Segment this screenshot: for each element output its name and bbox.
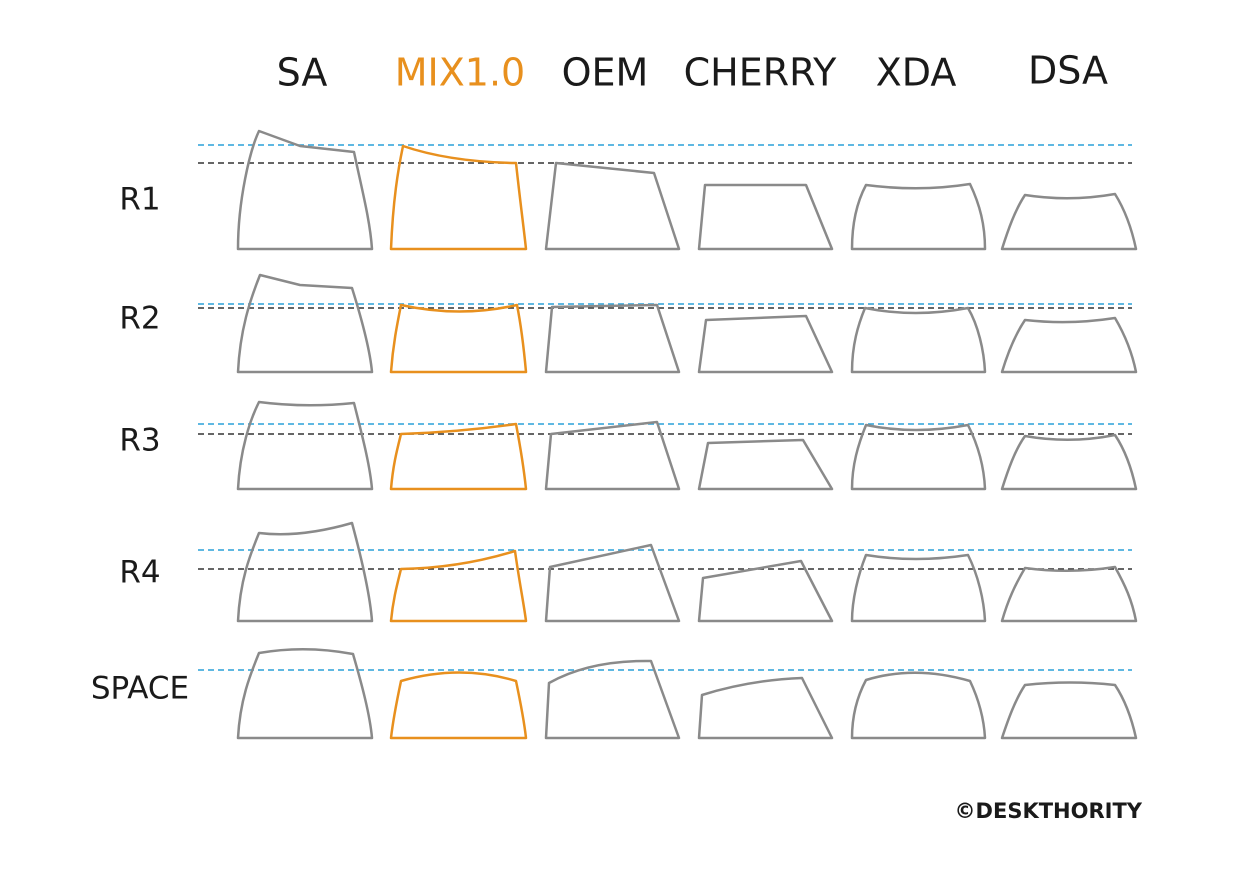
keycap — [236, 521, 374, 623]
credit: ©DESKTHORITY — [955, 799, 1143, 823]
keycap — [850, 306, 987, 374]
column-header: MIX1.0 — [395, 51, 525, 95]
keycap — [389, 549, 528, 623]
keycap — [850, 671, 987, 740]
keycap — [1000, 192, 1138, 251]
keycap — [1000, 565, 1138, 623]
row-label: SPACE — [91, 671, 189, 707]
keycap — [697, 314, 834, 374]
keycap — [389, 144, 528, 251]
headers: SA MIX1.0 OEM CHERRY XDA DSA — [277, 49, 1108, 95]
keycap — [544, 420, 681, 491]
keycap — [544, 543, 681, 623]
keycap — [697, 676, 834, 740]
keycaps — [236, 129, 1138, 740]
row-label: R1 — [119, 182, 160, 218]
keycap — [697, 438, 834, 491]
keycap — [236, 648, 374, 740]
keycap — [389, 671, 528, 740]
row-label: R4 — [119, 555, 160, 591]
column-header: DSA — [1028, 49, 1108, 93]
keycap — [850, 553, 987, 623]
column-header: XDA — [876, 51, 957, 95]
keycap — [1000, 316, 1138, 374]
keycap — [850, 182, 987, 251]
row-labels: R1 R2 R3 R4 SPACE — [91, 182, 189, 707]
reference-lines — [198, 144, 1132, 671]
keycap — [389, 422, 528, 491]
keycap — [697, 559, 834, 623]
keycap — [544, 659, 681, 740]
keycap — [389, 303, 528, 374]
keycap — [544, 303, 681, 374]
column-header: CHERRY — [684, 51, 837, 95]
keycap — [544, 161, 681, 251]
keycap — [236, 400, 374, 491]
column-header: OEM — [562, 51, 649, 95]
column-header: SA — [277, 51, 328, 95]
keycap — [236, 273, 374, 374]
keycap — [1000, 681, 1138, 740]
keycap — [697, 183, 834, 251]
row-label: R2 — [119, 301, 160, 337]
keycap — [236, 129, 374, 251]
keycap — [850, 423, 987, 491]
keycap — [1000, 433, 1138, 491]
row-label: R3 — [119, 423, 160, 459]
